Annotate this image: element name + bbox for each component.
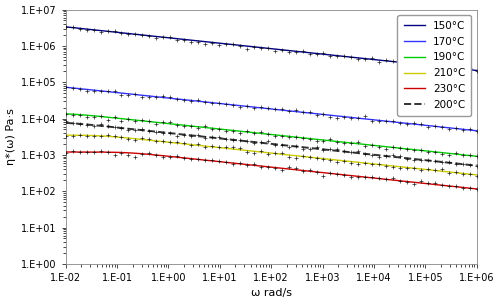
Legend: 150°C, 170°C, 190°C, 210°C, 230°C, 200°C: 150°C, 170°C, 190°C, 210°C, 230°C, 200°C — [398, 15, 471, 116]
Y-axis label: η*(ω) Pa·s: η*(ω) Pa·s — [6, 108, 16, 165]
X-axis label: ω rad/s: ω rad/s — [250, 288, 292, 299]
